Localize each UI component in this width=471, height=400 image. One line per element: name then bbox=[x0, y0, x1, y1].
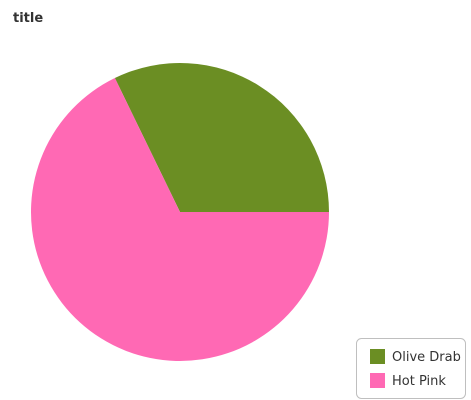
chart-title: title bbox=[13, 11, 43, 26]
pie-slice-olive-drab bbox=[114, 63, 330, 213]
legend-swatch-hot-pink bbox=[370, 373, 385, 388]
pie-slice-hot-pink bbox=[30, 77, 329, 362]
legend: Olive Drab Hot Pink bbox=[356, 338, 466, 399]
legend-label-olive-drab: Olive Drab bbox=[392, 350, 461, 365]
legend-label-hot-pink: Hot Pink bbox=[392, 374, 446, 389]
pie-slices bbox=[30, 63, 330, 362]
legend-swatch-olive-drab bbox=[370, 349, 385, 364]
legend-box bbox=[356, 338, 466, 399]
